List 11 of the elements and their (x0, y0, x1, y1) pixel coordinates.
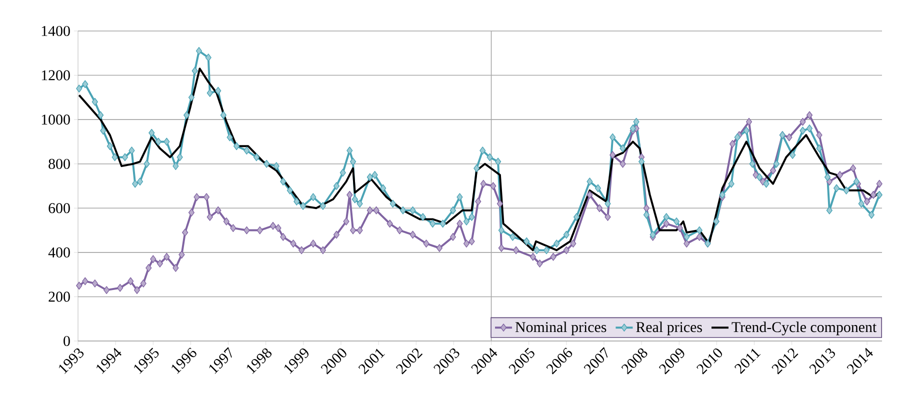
y-tick-label: 600 (48, 203, 70, 214)
legend-label: Trend-Cycle component (732, 322, 877, 336)
legend-label: Nominal prices (515, 322, 606, 336)
legend-label: Real prices (636, 322, 702, 336)
y-tick-label: 200 (48, 292, 70, 302)
y-tick-label: 1000 (42, 114, 70, 125)
y-tick-label: 400 (48, 247, 70, 258)
y-tick-label: 0 (64, 336, 70, 346)
y-tick-label: 800 (48, 158, 70, 169)
y-tick-label: 1400 (42, 26, 70, 36)
y-tick-label: 1200 (42, 70, 70, 80)
